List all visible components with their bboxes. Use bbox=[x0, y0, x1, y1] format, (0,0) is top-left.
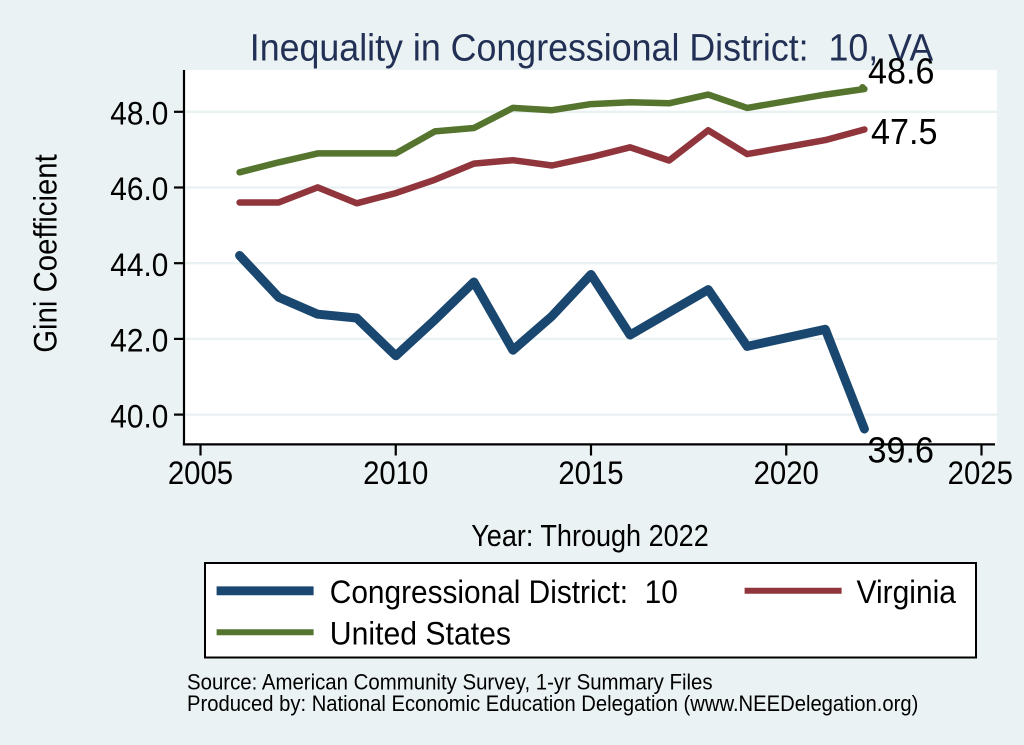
svg-text:2025: 2025 bbox=[948, 455, 1013, 491]
svg-text:2005: 2005 bbox=[168, 455, 233, 491]
svg-text:42.0: 42.0 bbox=[110, 323, 168, 359]
svg-text:2020: 2020 bbox=[754, 455, 819, 491]
svg-text:48.6: 48.6 bbox=[868, 51, 935, 92]
svg-text:46.0: 46.0 bbox=[110, 171, 168, 207]
svg-text:44.0: 44.0 bbox=[110, 247, 168, 283]
svg-text:2010: 2010 bbox=[363, 455, 428, 491]
svg-text:Congressional District: 10: Congressional District: 10 bbox=[330, 574, 678, 610]
svg-text:39.6: 39.6 bbox=[868, 430, 935, 471]
svg-text:Virginia: Virginia bbox=[857, 574, 957, 610]
svg-text:Year: Through 2022: Year: Through 2022 bbox=[471, 518, 709, 553]
svg-text:United States: United States bbox=[330, 616, 511, 652]
svg-text:47.5: 47.5 bbox=[871, 111, 938, 152]
svg-text:Inequality in Congressional Di: Inequality in Congressional District: 10… bbox=[250, 28, 934, 70]
svg-text:Gini Coefficient: Gini Coefficient bbox=[28, 154, 64, 353]
svg-text:40.0: 40.0 bbox=[110, 398, 168, 434]
svg-text:Produced by: National Economic: Produced by: National Economic Education… bbox=[187, 691, 918, 716]
svg-text:Source: American Community Sur: Source: American Community Survey, 1-yr … bbox=[187, 670, 713, 695]
svg-text:48.0: 48.0 bbox=[110, 96, 168, 132]
svg-text:2015: 2015 bbox=[558, 455, 623, 491]
